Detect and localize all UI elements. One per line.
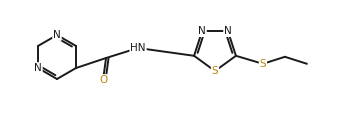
Text: N: N xyxy=(224,26,232,36)
Text: N: N xyxy=(53,30,61,40)
Text: N: N xyxy=(198,26,206,36)
Text: HN: HN xyxy=(130,43,146,53)
Text: S: S xyxy=(260,59,266,69)
Text: N: N xyxy=(34,63,42,73)
Text: O: O xyxy=(99,75,107,85)
Text: S: S xyxy=(212,66,218,76)
